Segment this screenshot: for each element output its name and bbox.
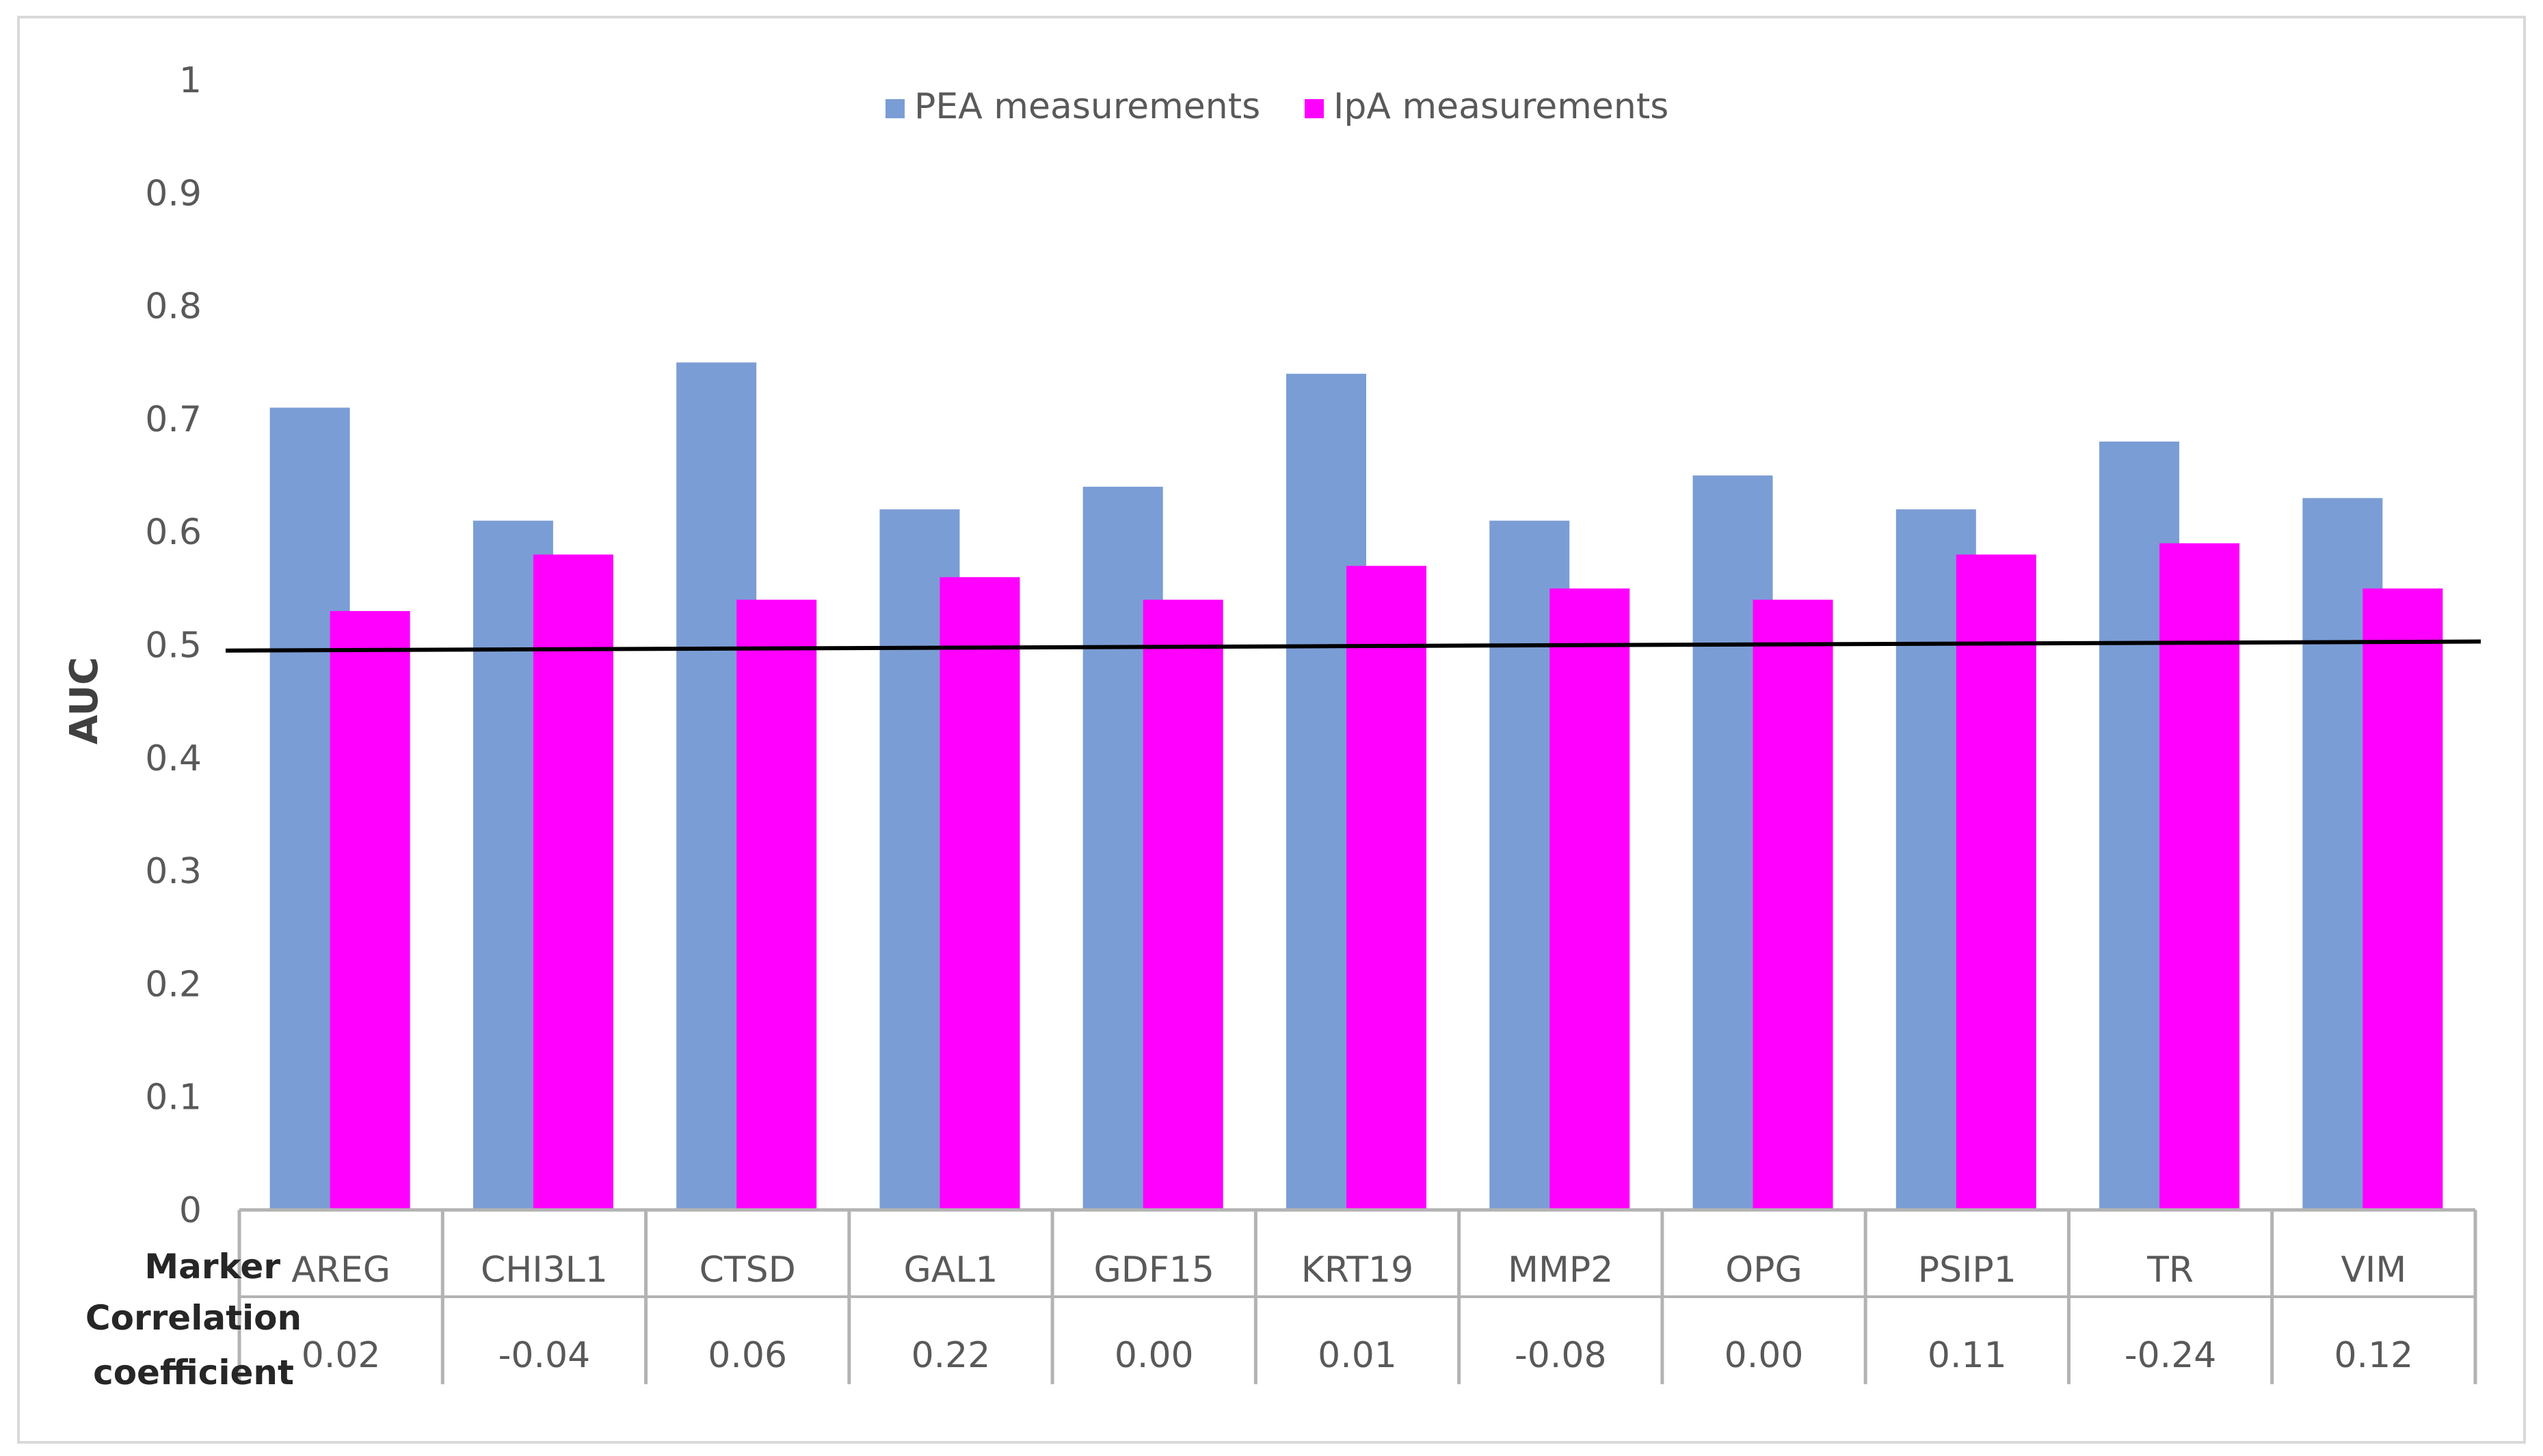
x-category-label: MMP2: [1508, 1250, 1613, 1291]
legend-label-ipa: IpA measurements: [1333, 86, 1668, 127]
y-tick-label: 0: [179, 1190, 202, 1231]
correlation-value: -0.24: [2125, 1335, 2217, 1376]
x-category-label: AREG: [291, 1250, 390, 1291]
table-row-label-correlation: Correlation coefficient: [85, 1298, 302, 1392]
reference-line: [225, 639, 2481, 653]
correlation-value: -0.04: [498, 1335, 591, 1376]
bar-ipa-psip1: [1956, 554, 2036, 1210]
y-tick-label: 0.3: [145, 851, 202, 892]
x-category-label: CHI3L1: [481, 1250, 608, 1291]
table-row-label-word: coefficient: [93, 1353, 294, 1392]
y-tick-label: 0.1: [145, 1077, 202, 1118]
bar-ipa-opg: [1753, 599, 1833, 1210]
y-tick-label: 0.5: [145, 625, 202, 666]
y-tick-label: 1: [179, 60, 202, 101]
correlation-value: 0.06: [708, 1335, 787, 1376]
bar-ipa-gdf15: [1143, 599, 1223, 1210]
y-tick-label: 0.6: [145, 512, 202, 553]
correlation-value: 0.00: [1115, 1335, 1194, 1376]
correlation-value: 0.02: [302, 1335, 381, 1376]
bar-ipa-tr: [2159, 543, 2240, 1210]
y-tick-label: 0.4: [145, 738, 202, 779]
y-tick-label: 0.9: [145, 173, 202, 214]
bar-ipa-gal1: [940, 577, 1020, 1210]
correlation-value: 0.12: [2334, 1335, 2413, 1376]
correlation-value: 0.22: [911, 1335, 991, 1376]
y-tick-label: 0.2: [145, 964, 202, 1005]
bar-ipa-ctsd: [736, 599, 817, 1210]
correlation-value: 0.01: [1318, 1335, 1397, 1376]
x-category-label: GAL1: [903, 1250, 998, 1291]
x-category-label: PSIP1: [1918, 1250, 2016, 1291]
table-row-label-marker: Marker: [144, 1247, 280, 1286]
y-axis-title: AUC: [62, 657, 107, 744]
y-tick-label: 0.8: [145, 286, 202, 327]
correlation-value: 0.00: [1725, 1335, 1804, 1376]
correlation-value: 0.11: [1928, 1335, 2007, 1376]
bar-ipa-areg: [330, 610, 410, 1210]
x-category-label: VIM: [2341, 1250, 2406, 1291]
table-row-label-word: Correlation: [85, 1298, 302, 1338]
x-category-label: GDF15: [1094, 1250, 1214, 1291]
plot-area: 0 0.1 0.2 0.3 0.4 0.5 0.6 0.7 0.8 0.9 1 AREG 0.02 CHI…: [85, 60, 2481, 1392]
y-tick-label: 0.7: [145, 399, 202, 440]
legend-swatch-pea: [886, 99, 905, 118]
x-category-label: KRT19: [1301, 1250, 1413, 1291]
bar-ipa-krt19: [1346, 565, 1426, 1210]
x-category-label: TR: [2146, 1250, 2194, 1291]
x-category-label: OPG: [1725, 1250, 1802, 1291]
correlation-value: -0.08: [1515, 1335, 1607, 1376]
x-category-label: CTSD: [700, 1250, 796, 1291]
legend-label-pea: PEA measurements: [914, 86, 1260, 127]
bar-ipa-mmp2: [1549, 588, 1630, 1210]
legend-swatch-ipa: [1305, 99, 1324, 118]
legend: PEA measurements IpA measurements: [886, 86, 1668, 127]
bar-ipa-vim: [2362, 588, 2443, 1210]
bar-ipa-chi3l1: [533, 554, 613, 1210]
